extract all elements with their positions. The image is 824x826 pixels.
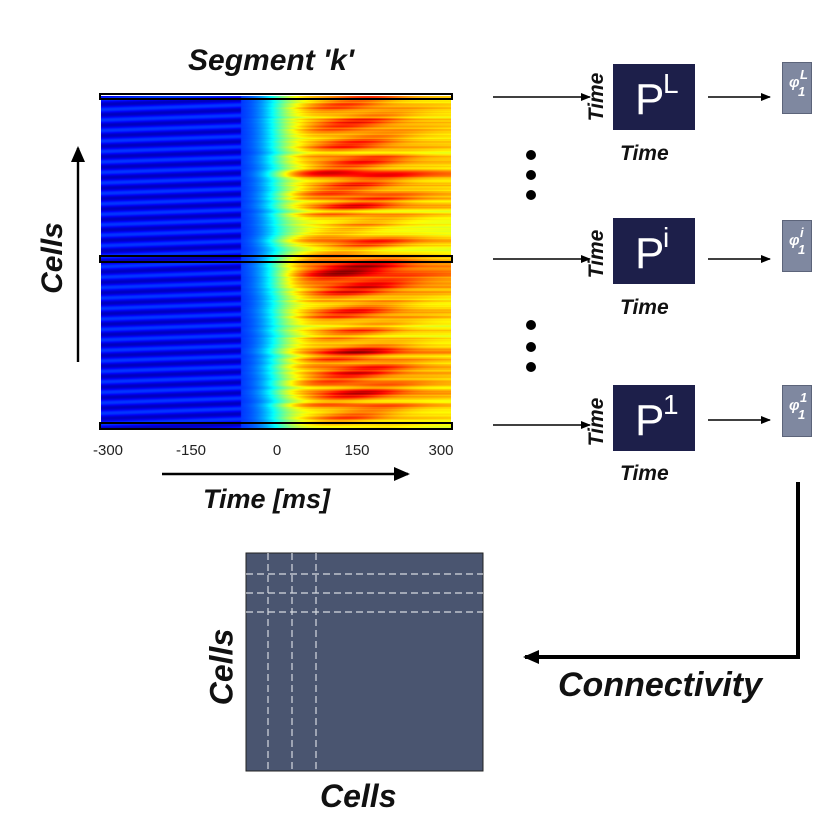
ellipsis-dot [526,342,536,352]
matrix-p-1-base: P [635,396,665,445]
x-tick-0: -300 [92,442,124,459]
matrix-p-i: P i [613,218,695,284]
x-tick-4: 300 [428,442,454,459]
connectivity-label: Connectivity [558,666,763,704]
phi-i-base: φ [789,232,800,249]
ellipsis-dot [526,150,536,160]
phi-1-base: φ [789,397,800,414]
matrix-p-1-x-label: Time [620,462,669,485]
matrix-p-i-x-label: Time [620,296,669,319]
phi-L-sup: L [800,67,808,82]
connectivity-grid-lines [246,553,483,771]
matrix-p-L: P L [613,64,695,130]
phi-L-base: φ [789,74,800,91]
ellipsis-dot [526,190,536,200]
segment-bar-bottom [99,422,453,430]
ellipsis-dot [526,362,536,372]
connectivity-arrow [523,482,800,664]
ellipsis-dot [526,170,536,180]
matrix-p-1: P 1 [613,385,695,451]
matrix-p-1-sup: 1 [663,389,679,420]
phi-i-sup: i [800,225,804,240]
phi-L-sub: 1 [798,84,806,99]
x-tick-1: -150 [175,442,207,459]
heatmap-title: Segment 'k' [188,44,354,77]
heatmap-x-label: Time [ms] [203,484,331,514]
matrix-p-L-sup: L [663,68,679,99]
phi-1-sub: 1 [798,407,806,422]
eigenvector-phi-1: φ 1 1 [782,385,812,437]
matrix-p-L-x-label: Time [620,142,669,165]
connectivity-x-label: Cells [320,778,397,814]
eigenvector-phi-i: φ i 1 [782,220,812,272]
phi-i-sub: 1 [798,242,806,257]
connectivity-matrix [245,552,484,772]
matrix-p-i-base: P [635,229,665,278]
x-tick-3: 150 [344,442,370,459]
eigenvector-phi-L: φ L 1 [782,62,812,114]
x-tick-2: 0 [272,442,282,459]
segment-bar-middle [99,255,453,263]
phi-1-sup: 1 [800,390,808,405]
matrix-p-i-sup: i [663,222,670,253]
connectivity-y-label: Cells [203,628,240,706]
matrix-p-L-base: P [635,75,665,124]
segment-bar-top [99,93,453,100]
ellipsis-dot [526,320,536,330]
